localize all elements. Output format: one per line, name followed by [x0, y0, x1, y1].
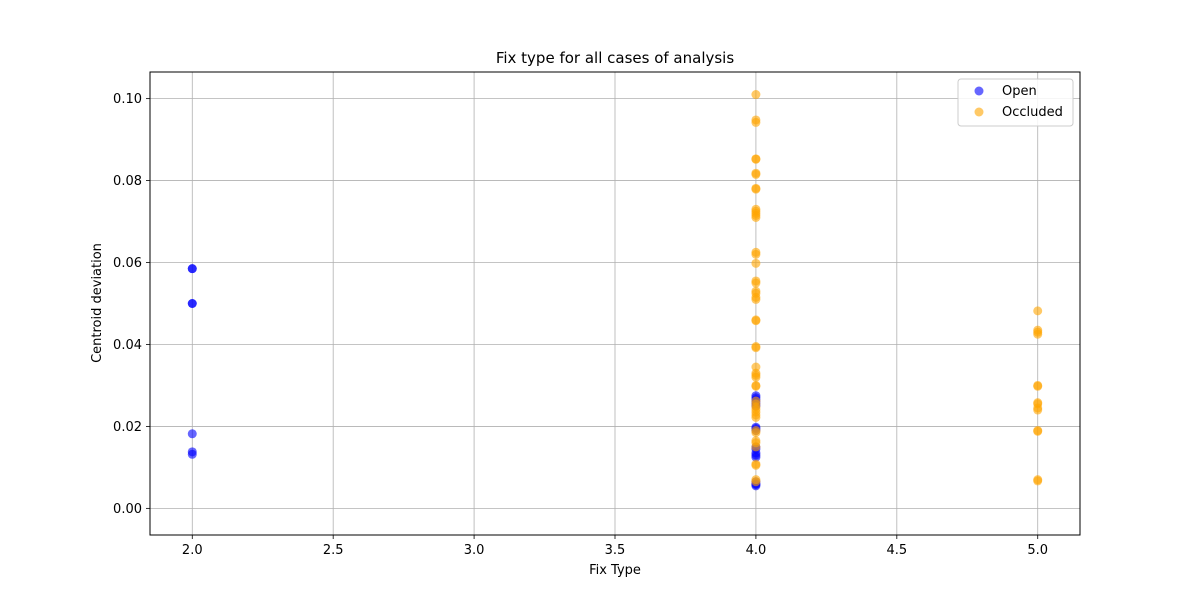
- point-open: [187, 264, 197, 274]
- x-axis-label: Fix Type: [589, 563, 641, 578]
- y-tick-label: 0.04: [113, 338, 142, 353]
- point-occluded: [751, 278, 761, 288]
- point-occluded: [751, 249, 761, 259]
- x-tick-label: 3.0: [464, 543, 485, 558]
- point-open: [751, 452, 761, 462]
- point-occluded: [751, 294, 761, 304]
- legend-label-open: Open: [1002, 84, 1037, 99]
- point-occluded: [751, 460, 761, 470]
- point-occluded: [751, 117, 761, 127]
- y-tick-label: 0.08: [113, 174, 142, 189]
- legend-marker-occluded: [974, 107, 984, 117]
- point-open: [187, 299, 197, 308]
- point-occluded: [1033, 405, 1043, 415]
- y-tick-label: 0.00: [113, 502, 142, 517]
- x-axis-ticks: 2.0 2.5 3.0 3.5 4.0 4.5 5.0: [182, 535, 1048, 558]
- point-open: [187, 429, 197, 439]
- point-occluded: [751, 184, 761, 194]
- legend-box: [957, 78, 1074, 127]
- point-occluded: [1033, 426, 1043, 436]
- point-occluded: [1033, 381, 1043, 391]
- point-occluded: [1033, 476, 1043, 486]
- point-occluded: [751, 372, 761, 382]
- y-axis-ticks: 0.00 0.02 0.04 0.06 0.08 0.10: [113, 92, 150, 517]
- y-axis-label: Centroid deviation: [90, 243, 105, 363]
- x-tick-label: 3.5: [605, 543, 626, 558]
- point-occluded: [751, 412, 761, 422]
- y-tick-label: 0.02: [113, 420, 142, 435]
- grid-lines: [150, 72, 1080, 535]
- point-occluded: [751, 428, 761, 438]
- point-occluded: [751, 169, 761, 179]
- point-occluded: [1033, 329, 1043, 339]
- legend: Open Occluded: [957, 78, 1074, 127]
- point-occluded: [751, 477, 761, 487]
- x-tick-label: 2.0: [182, 543, 203, 558]
- data-points: [187, 90, 1043, 491]
- point-occluded: [751, 212, 761, 222]
- point-occluded: [751, 442, 761, 452]
- y-tick-label: 0.06: [113, 256, 142, 271]
- x-tick-label: 4.5: [886, 543, 907, 558]
- point-occluded: [751, 154, 761, 164]
- y-tick-label: 0.10: [113, 92, 142, 107]
- chart-title: Fix type for all cases of analysis: [496, 49, 735, 67]
- point-occluded: [751, 381, 761, 391]
- point-occluded: [751, 258, 761, 268]
- x-tick-label: 5.0: [1027, 543, 1048, 558]
- point-occluded: [751, 343, 761, 353]
- point-occluded: [1033, 306, 1043, 316]
- point-open: [187, 449, 197, 459]
- point-occluded: [751, 316, 761, 326]
- x-tick-label: 4.0: [746, 543, 767, 558]
- point-occluded: [751, 90, 761, 100]
- x-tick-label: 2.5: [323, 543, 344, 558]
- legend-label-occluded: Occluded: [1002, 105, 1063, 120]
- legend-marker-open: [974, 86, 984, 96]
